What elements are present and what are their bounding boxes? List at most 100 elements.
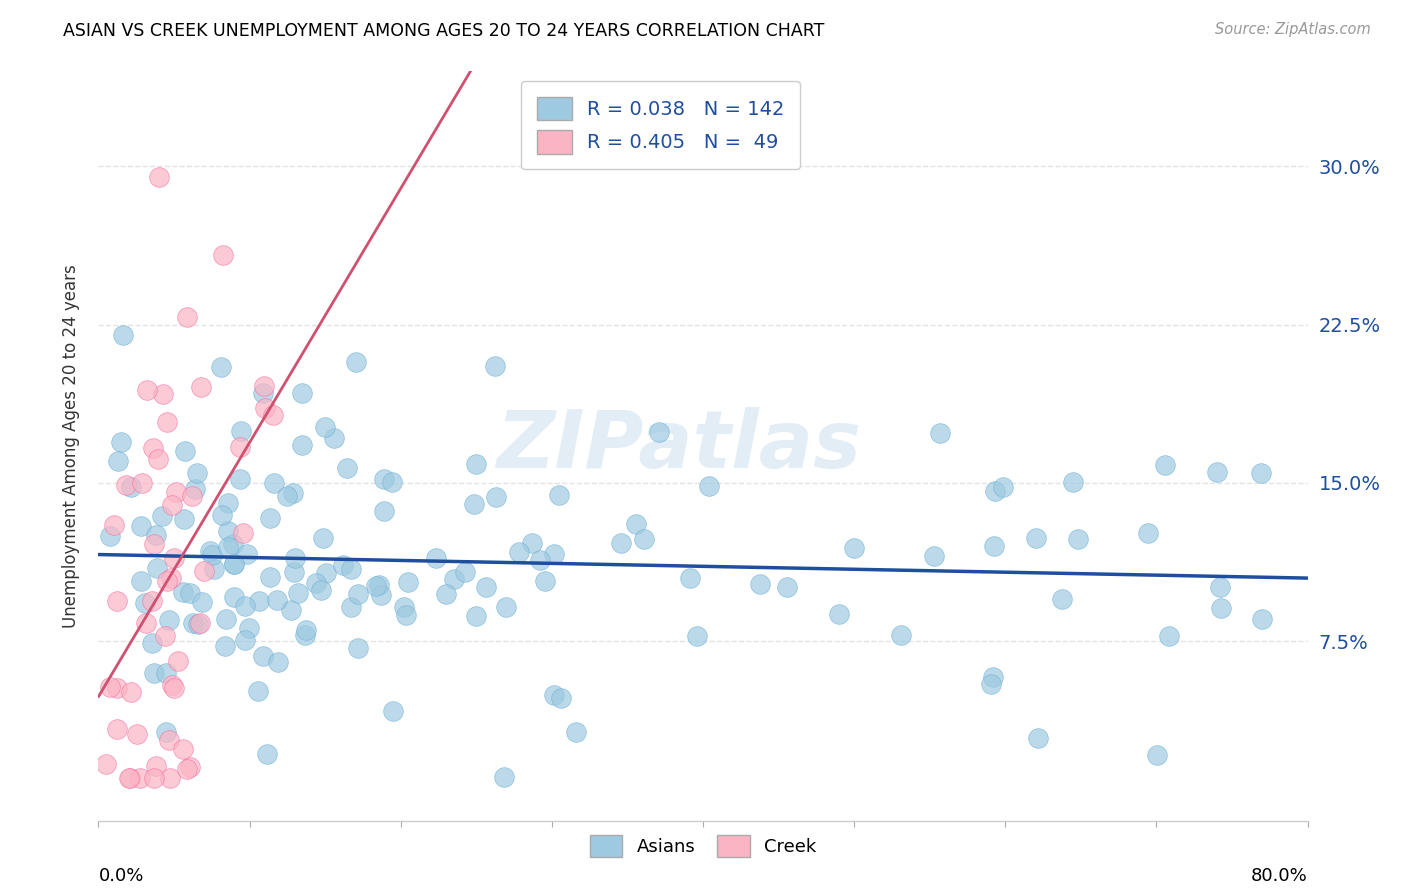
- Point: [280, 603, 302, 617]
- Point: [266, 593, 288, 607]
- Point: [776, 580, 799, 594]
- Point: [211, 508, 233, 523]
- Point: [368, 577, 391, 591]
- Point: [118, 772, 141, 786]
- Point: [281, 486, 304, 500]
- Point: [142, 537, 165, 551]
- Point: [152, 387, 174, 401]
- Point: [983, 539, 1005, 553]
- Point: [276, 489, 298, 503]
- Point: [256, 747, 278, 762]
- Point: [347, 587, 370, 601]
- Point: [748, 577, 770, 591]
- Text: 80.0%: 80.0%: [1251, 867, 1308, 885]
- Point: [392, 599, 415, 614]
- Point: [98, 529, 121, 543]
- Point: [145, 528, 167, 542]
- Point: [238, 621, 260, 635]
- Point: [159, 772, 181, 786]
- Point: [610, 535, 633, 549]
- Point: [624, 516, 647, 531]
- Point: [1250, 466, 1272, 480]
- Point: [173, 443, 195, 458]
- Point: [222, 557, 245, 571]
- Point: [172, 742, 194, 756]
- Point: [364, 579, 387, 593]
- Point: [550, 691, 572, 706]
- Point: [495, 599, 517, 614]
- Point: [259, 569, 281, 583]
- Point: [179, 586, 201, 600]
- Point: [309, 583, 332, 598]
- Point: [484, 359, 506, 374]
- Point: [155, 724, 177, 739]
- Point: [246, 684, 269, 698]
- Point: [454, 565, 477, 579]
- Point: [153, 628, 176, 642]
- Point: [222, 537, 245, 551]
- Point: [336, 461, 359, 475]
- Point: [201, 549, 224, 563]
- Point: [188, 616, 211, 631]
- Point: [1251, 612, 1274, 626]
- Point: [110, 435, 132, 450]
- Point: [156, 574, 179, 588]
- Point: [370, 588, 392, 602]
- Point: [105, 722, 128, 736]
- Point: [263, 475, 285, 490]
- Point: [1067, 532, 1090, 546]
- Point: [127, 727, 149, 741]
- Point: [152, 509, 174, 524]
- Point: [312, 531, 335, 545]
- Point: [294, 628, 316, 642]
- Point: [204, 561, 226, 575]
- Point: [173, 511, 195, 525]
- Point: [157, 613, 180, 627]
- Point: [295, 623, 318, 637]
- Point: [157, 732, 180, 747]
- Point: [373, 503, 395, 517]
- Point: [443, 573, 465, 587]
- Point: [828, 607, 851, 621]
- Text: ZIPatlas: ZIPatlas: [496, 407, 862, 485]
- Point: [697, 478, 720, 492]
- Point: [143, 772, 166, 786]
- Point: [131, 475, 153, 490]
- Point: [1052, 591, 1074, 606]
- Point: [217, 524, 239, 538]
- Point: [981, 670, 1004, 684]
- Point: [543, 689, 565, 703]
- Point: [323, 431, 346, 445]
- Point: [1137, 526, 1160, 541]
- Point: [253, 401, 276, 415]
- Point: [844, 541, 866, 556]
- Point: [222, 558, 245, 572]
- Point: [141, 636, 163, 650]
- Point: [314, 420, 336, 434]
- Point: [98, 681, 121, 695]
- Point: [685, 630, 707, 644]
- Point: [115, 477, 138, 491]
- Point: [259, 511, 281, 525]
- Point: [160, 571, 183, 585]
- Point: [120, 480, 142, 494]
- Point: [1157, 630, 1180, 644]
- Point: [465, 608, 488, 623]
- Point: [928, 426, 950, 441]
- Point: [198, 544, 221, 558]
- Point: [922, 549, 945, 563]
- Point: [131, 574, 153, 588]
- Point: [1025, 532, 1047, 546]
- Point: [160, 678, 183, 692]
- Point: [252, 648, 274, 663]
- Point: [217, 495, 239, 509]
- Point: [217, 541, 239, 555]
- Point: [179, 760, 201, 774]
- Point: [134, 596, 156, 610]
- Point: [247, 594, 270, 608]
- Point: [434, 586, 457, 600]
- Point: [1146, 748, 1168, 763]
- Point: [547, 487, 569, 501]
- Point: [494, 770, 516, 784]
- Point: [105, 681, 128, 695]
